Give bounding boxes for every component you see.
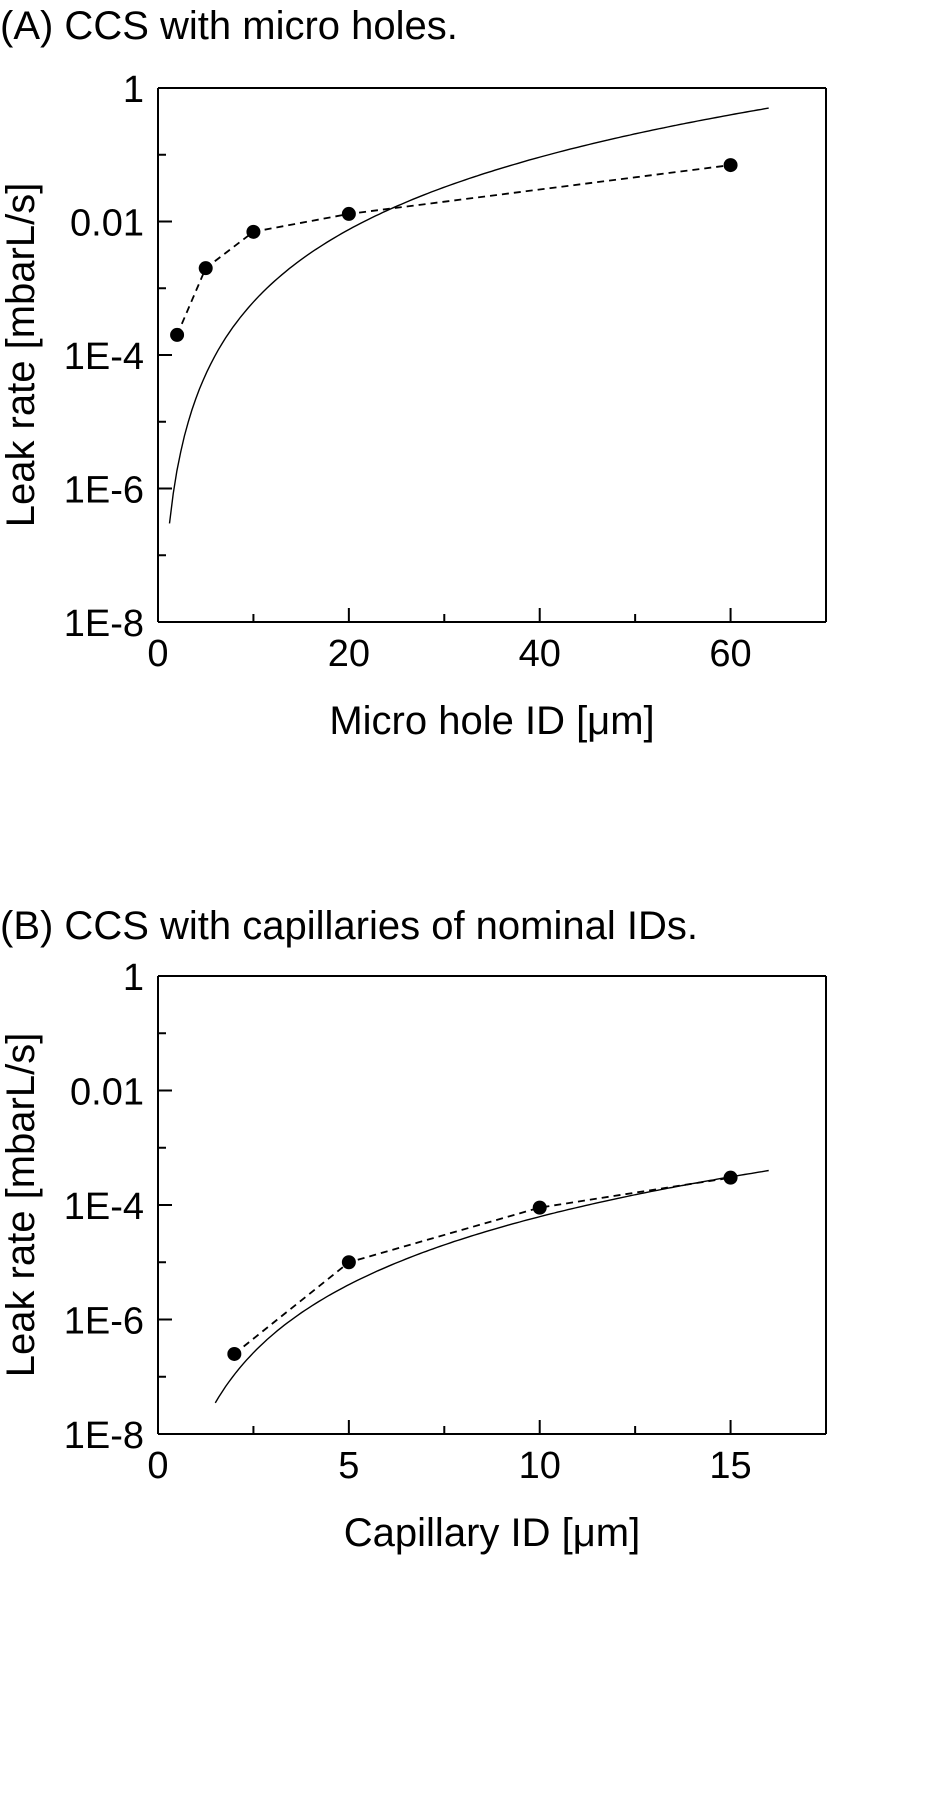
data-point [341, 206, 356, 221]
x-tick-label: 60 [709, 633, 751, 675]
y-tick-label: 1 [123, 957, 144, 999]
x-tick-label: 20 [328, 633, 370, 675]
data-point [198, 261, 213, 276]
chart-panel-a: (A) CCS with micro holes. 1E-8 1E-6 1E-4 0.… [0, 4, 827, 743]
y-tick-label: 1E-6 [64, 1301, 144, 1343]
x-tick-label: 40 [519, 633, 561, 675]
measured-line [233, 1176, 731, 1355]
measured-line [176, 164, 731, 336]
y-tick-label: 1E-8 [64, 603, 144, 645]
data-point [227, 1346, 242, 1361]
model-curve [168, 107, 769, 524]
x-tick-label: 0 [147, 633, 168, 675]
model-curve [214, 1169, 769, 1404]
chart-title: (B) CCS with capillaries of nominal IDs. [0, 904, 698, 948]
x-tick-label: 5 [338, 1445, 359, 1487]
y-tick-label: 1E-6 [64, 470, 144, 512]
data-point [532, 1200, 547, 1215]
data-point [246, 224, 261, 239]
y-tick-label: 1 [123, 69, 144, 111]
y-tick-label: 1E-4 [64, 336, 144, 378]
data-point [723, 1170, 738, 1185]
chart-title: (A) CCS with micro holes. [0, 4, 458, 48]
y-tick-label: 0.01 [70, 203, 144, 245]
x-axis-label: Micro hole ID [μm] [329, 699, 654, 743]
y-axis-label: Leak rate [mbarL/s] [0, 183, 43, 528]
chart-panel-b: (B) CCS with capillaries of nominal IDs.… [0, 900, 949, 1800]
x-tick-label: 15 [709, 1445, 751, 1487]
x-tick-label: 10 [519, 1445, 561, 1487]
chart-plot-a: 1E-8 1E-6 1E-4 0.01 1 0 20 40 60 Micro hole ID [μ… [0, 69, 827, 743]
x-axis-label: Capillary ID [μm] [344, 1511, 640, 1555]
y-tick-label: 1E-4 [64, 1186, 144, 1228]
data-point [341, 1255, 356, 1270]
x-tick-label: 0 [147, 1445, 168, 1487]
y-tick-label: 0.01 [70, 1072, 144, 1114]
y-tick-label: 1E-8 [64, 1415, 144, 1457]
y-axis-label: Leak rate [mbarL/s] [0, 1033, 43, 1378]
data-point [723, 158, 738, 173]
data-point [170, 327, 185, 342]
